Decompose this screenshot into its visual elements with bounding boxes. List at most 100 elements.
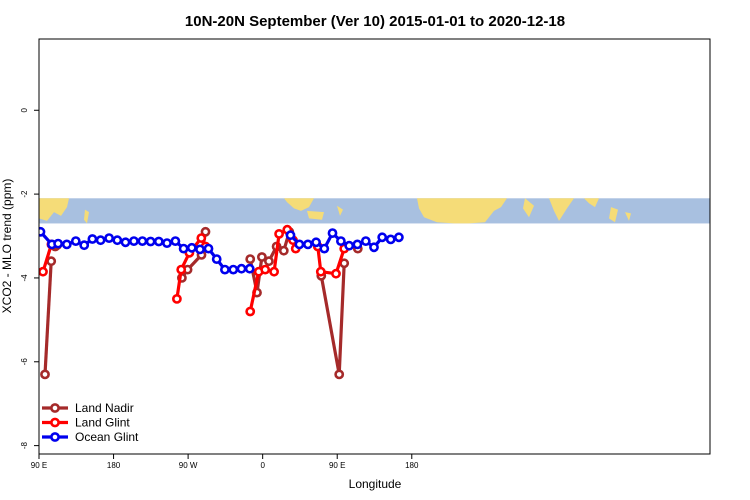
map-land-5 bbox=[417, 198, 507, 224]
y-tick-label: -4 bbox=[20, 274, 29, 282]
y-axis-label: XCO2 - MLO trend (ppm) bbox=[0, 179, 14, 314]
series-land-glint bbox=[39, 224, 350, 317]
data-point-land-nadir bbox=[40, 369, 50, 380]
data-point-land-nadir bbox=[263, 256, 274, 267]
map-ocean bbox=[39, 198, 710, 224]
map-land-0 bbox=[39, 198, 69, 221]
legend-label: Land Nadir bbox=[75, 401, 134, 415]
data-point-ocean-glint bbox=[61, 239, 72, 250]
legend-label: Land Glint bbox=[75, 416, 130, 430]
data-point-ocean-glint bbox=[369, 242, 379, 253]
data-point-ocean-glint bbox=[79, 240, 90, 251]
series-line-land-glint bbox=[316, 246, 346, 276]
data-point-land-glint bbox=[245, 306, 256, 317]
data-point-ocean-glint bbox=[344, 240, 355, 251]
data-point-ocean-glint bbox=[87, 234, 98, 244]
data-point-ocean-glint bbox=[393, 232, 404, 243]
data-point-land-nadir bbox=[256, 252, 267, 262]
data-point-ocean-glint bbox=[95, 235, 106, 246]
series-ocean-glint bbox=[39, 226, 404, 275]
data-point-ocean-glint bbox=[219, 264, 230, 275]
data-point-ocean-glint bbox=[377, 232, 388, 243]
data-point-ocean-glint bbox=[104, 233, 114, 243]
map-land-1 bbox=[84, 209, 89, 224]
data-point-ocean-glint bbox=[170, 236, 181, 246]
data-point-ocean-glint bbox=[236, 263, 247, 274]
data-point-ocean-glint bbox=[294, 239, 305, 250]
map-land-9 bbox=[609, 207, 618, 223]
data-point-ocean-glint bbox=[327, 228, 338, 238]
data-point-land-glint bbox=[331, 268, 341, 279]
data-point-ocean-glint bbox=[162, 238, 172, 248]
data-point-land-glint bbox=[39, 266, 48, 277]
map-land-10 bbox=[625, 212, 631, 221]
data-point-land-glint bbox=[196, 233, 207, 243]
data-point-ocean-glint bbox=[195, 244, 205, 255]
data-point-ocean-glint bbox=[211, 254, 222, 264]
data-point-ocean-glint bbox=[137, 236, 148, 246]
y-tick-label: -8 bbox=[20, 442, 29, 450]
plot-frame bbox=[38, 38, 711, 455]
chart-title: 10N-20N September (Ver 10) 2015-01-01 to… bbox=[185, 13, 565, 30]
map-land-2 bbox=[284, 198, 314, 211]
data-point-land-nadir bbox=[278, 245, 289, 256]
legend-item-ocean-glint: Ocean Glint bbox=[42, 430, 139, 444]
data-point-land-glint bbox=[171, 293, 182, 304]
data-point-ocean-glint bbox=[203, 243, 214, 254]
data-point-ocean-glint bbox=[39, 226, 46, 237]
x-axis-label: Longitude bbox=[349, 477, 402, 491]
world-map-strip bbox=[39, 198, 710, 224]
legend-marker bbox=[50, 417, 60, 428]
series-line-land-nadir bbox=[43, 261, 53, 375]
data-point-ocean-glint bbox=[285, 230, 296, 241]
data-point-land-nadir bbox=[245, 254, 256, 264]
data-point-land-glint bbox=[176, 264, 187, 275]
data-point-ocean-glint bbox=[70, 236, 81, 246]
x-tick-label: 90 W bbox=[179, 461, 198, 470]
data-point-ocean-glint bbox=[128, 236, 139, 246]
data-point-land-nadir bbox=[334, 369, 345, 380]
data-point-ocean-glint bbox=[385, 234, 396, 245]
data-point-ocean-glint bbox=[311, 237, 321, 248]
map-land-3 bbox=[307, 210, 324, 220]
data-point-land-glint bbox=[274, 228, 284, 239]
data-point-ocean-glint bbox=[145, 236, 156, 247]
data-point-ocean-glint bbox=[352, 239, 363, 250]
series-layer bbox=[39, 224, 404, 380]
data-point-ocean-glint bbox=[178, 243, 189, 254]
legend-label: Ocean Glint bbox=[75, 430, 139, 444]
data-point-land-glint bbox=[260, 264, 271, 275]
x-tick-label: 90 E bbox=[329, 461, 345, 470]
y-tick-label: -6 bbox=[20, 358, 29, 366]
data-point-ocean-glint bbox=[335, 236, 346, 246]
data-point-land-nadir bbox=[200, 226, 211, 237]
series-line-land-nadir bbox=[319, 263, 346, 376]
legend-marker bbox=[50, 403, 60, 413]
map-land-7 bbox=[549, 198, 574, 221]
map-land-8 bbox=[584, 198, 599, 208]
x-tick-label: 0 bbox=[260, 461, 265, 470]
map-land-6 bbox=[523, 198, 534, 218]
data-point-ocean-glint bbox=[153, 236, 164, 247]
legend-item-land-nadir: Land Nadir bbox=[42, 401, 134, 415]
data-point-ocean-glint bbox=[228, 264, 239, 275]
y-tick-label: -2 bbox=[20, 190, 29, 198]
data-point-ocean-glint bbox=[302, 239, 313, 250]
data-point-ocean-glint bbox=[186, 242, 197, 253]
data-point-ocean-glint bbox=[112, 235, 123, 246]
x-tick-label: 180 bbox=[107, 461, 121, 470]
x-tick-label: 90 E bbox=[31, 461, 47, 470]
legend-item-land-glint: Land Glint bbox=[42, 416, 130, 430]
data-point-ocean-glint bbox=[360, 236, 371, 246]
map-land-4 bbox=[337, 205, 343, 216]
y-axis: 0 -2 -4 -6 -8 bbox=[20, 107, 39, 449]
data-point-ocean-glint bbox=[244, 263, 255, 274]
data-point-ocean-glint bbox=[120, 237, 131, 248]
x-tick-label: 180 bbox=[405, 461, 419, 470]
data-point-land-glint bbox=[315, 266, 326, 277]
data-point-ocean-glint bbox=[319, 243, 330, 254]
data-point-land-glint bbox=[269, 266, 279, 277]
y-tick-label: 0 bbox=[20, 107, 29, 112]
data-point-ocean-glint bbox=[53, 238, 63, 249]
